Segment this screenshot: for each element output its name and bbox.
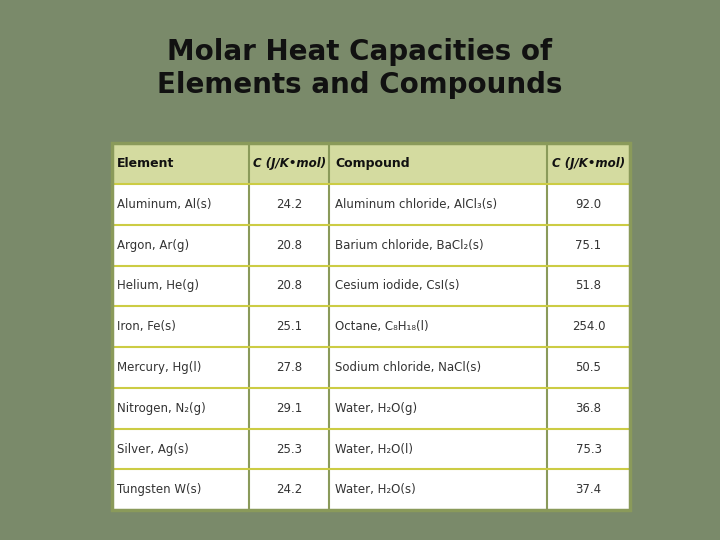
Text: 51.8: 51.8 (575, 279, 601, 292)
Text: Helium, He(g): Helium, He(g) (117, 279, 199, 292)
Text: Nitrogen, N₂(g): Nitrogen, N₂(g) (117, 402, 206, 415)
Text: 25.1: 25.1 (276, 320, 302, 333)
Text: Barium chloride, BaCl₂(s): Barium chloride, BaCl₂(s) (335, 239, 484, 252)
Text: 24.2: 24.2 (276, 198, 302, 211)
Text: C (J/K•mol): C (J/K•mol) (253, 157, 325, 170)
Text: 20.8: 20.8 (276, 239, 302, 252)
Text: Element: Element (117, 157, 175, 170)
Text: Aluminum chloride, AlCl₃(s): Aluminum chloride, AlCl₃(s) (335, 198, 498, 211)
Text: 75.1: 75.1 (575, 239, 602, 252)
Text: 75.3: 75.3 (575, 443, 601, 456)
Text: 36.8: 36.8 (575, 402, 601, 415)
Text: Water, H₂O(g): Water, H₂O(g) (335, 402, 417, 415)
Text: Compound: Compound (335, 157, 410, 170)
Text: Sodium chloride, NaCl(s): Sodium chloride, NaCl(s) (335, 361, 481, 374)
Text: 20.8: 20.8 (276, 279, 302, 292)
Text: C (J/K•mol): C (J/K•mol) (552, 157, 625, 170)
Text: 254.0: 254.0 (572, 320, 606, 333)
Text: Water, H₂O(s): Water, H₂O(s) (335, 483, 416, 496)
Text: Iron, Fe(s): Iron, Fe(s) (117, 320, 176, 333)
Text: Octane, C₈H₁₈(l): Octane, C₈H₁₈(l) (335, 320, 428, 333)
Text: 92.0: 92.0 (575, 198, 602, 211)
Text: Cesium iodide, CsI(s): Cesium iodide, CsI(s) (335, 279, 459, 292)
Text: Mercury, Hg(l): Mercury, Hg(l) (117, 361, 202, 374)
Text: Aluminum, Al(s): Aluminum, Al(s) (117, 198, 212, 211)
Text: Molar Heat Capacities of
Elements and Compounds: Molar Heat Capacities of Elements and Co… (157, 38, 563, 99)
Text: 24.2: 24.2 (276, 483, 302, 496)
Text: Silver, Ag(s): Silver, Ag(s) (117, 443, 189, 456)
Text: Water, H₂O(l): Water, H₂O(l) (335, 443, 413, 456)
Text: 25.3: 25.3 (276, 443, 302, 456)
Text: 50.5: 50.5 (575, 361, 601, 374)
Text: 37.4: 37.4 (575, 483, 602, 496)
Text: Tungsten W(s): Tungsten W(s) (117, 483, 202, 496)
Text: 27.8: 27.8 (276, 361, 302, 374)
FancyBboxPatch shape (112, 143, 630, 510)
FancyBboxPatch shape (112, 143, 630, 184)
Text: Argon, Ar(g): Argon, Ar(g) (117, 239, 189, 252)
Text: 29.1: 29.1 (276, 402, 302, 415)
